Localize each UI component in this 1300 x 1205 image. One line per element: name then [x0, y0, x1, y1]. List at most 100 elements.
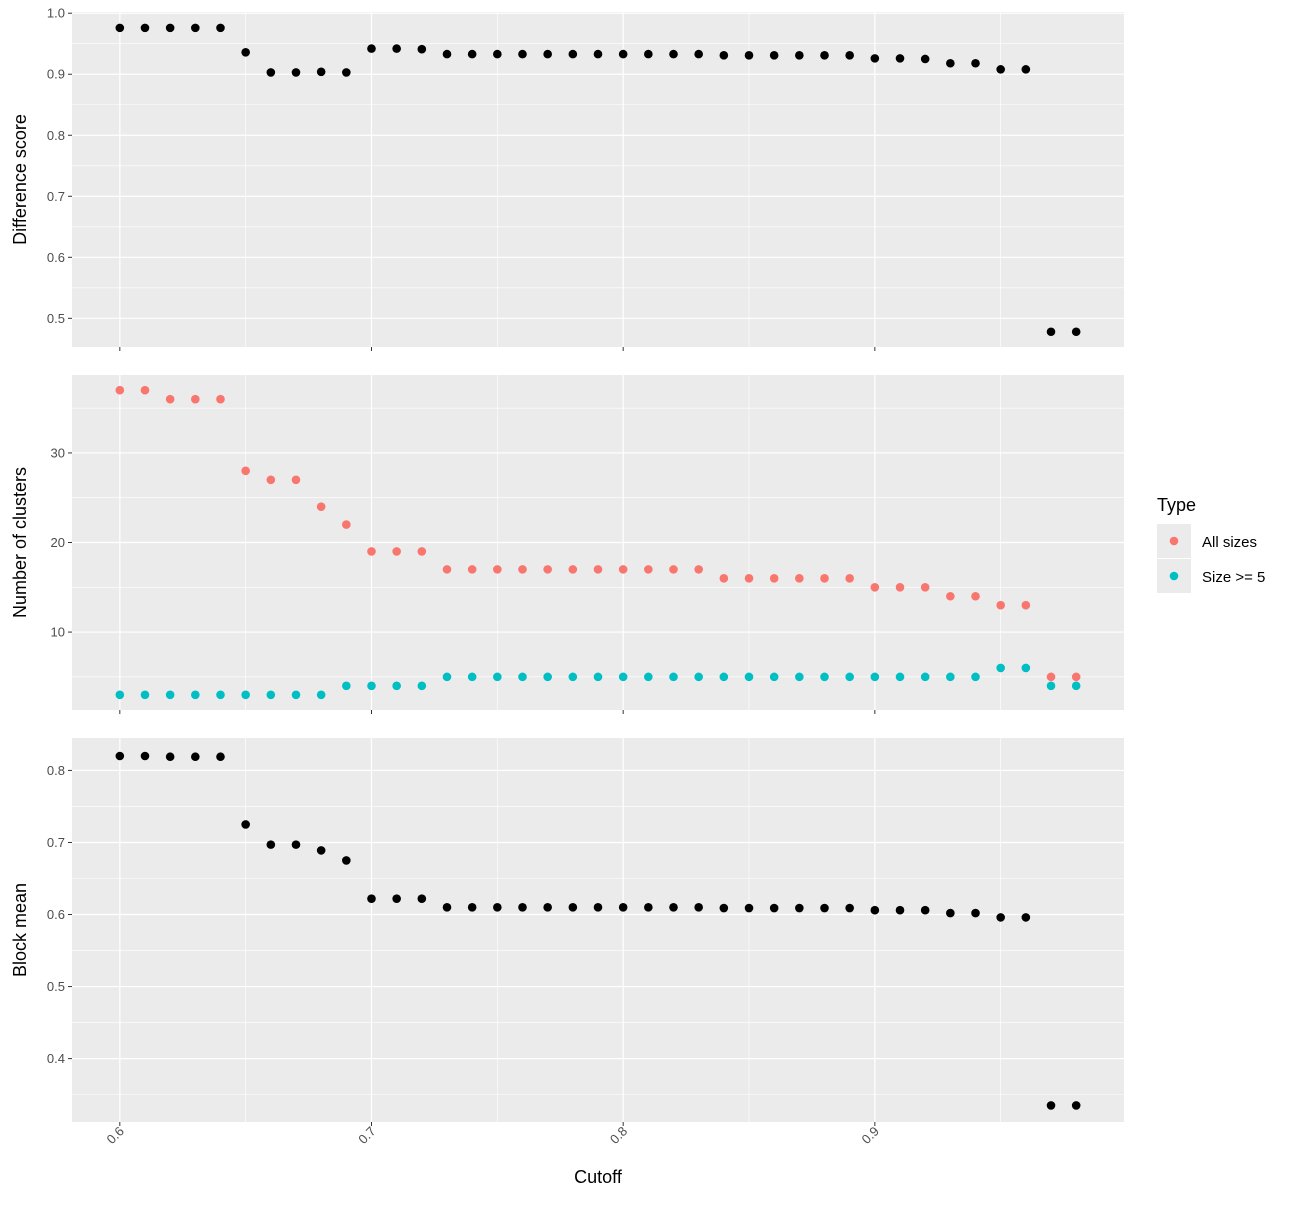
- data-point: [1046, 672, 1056, 682]
- data-point: [820, 672, 829, 682]
- data-point: [895, 672, 905, 682]
- data-point: [467, 565, 477, 574]
- data-point: [266, 475, 276, 485]
- data-point: [1021, 663, 1031, 673]
- data-point: [694, 565, 703, 574]
- legend-key-point: [1169, 536, 1179, 546]
- data-point: [1071, 1101, 1081, 1110]
- y-axis-title: Number of clusters: [10, 467, 30, 618]
- y-axis-title: Block mean: [10, 883, 30, 977]
- data-point: [1071, 681, 1081, 691]
- data-point: [165, 690, 175, 700]
- data-point: [467, 672, 477, 682]
- data-point: [946, 591, 955, 601]
- data-point: [417, 44, 427, 54]
- data-point: [618, 903, 628, 912]
- data-point: [392, 547, 401, 556]
- data-point: [669, 903, 678, 912]
- data-point: [191, 752, 200, 762]
- data-point: [266, 690, 276, 700]
- data-point: [946, 58, 955, 68]
- data-point: [316, 67, 326, 77]
- data-point: [266, 68, 276, 77]
- data-point: [291, 475, 301, 485]
- data-point: [719, 574, 729, 583]
- data-point: [644, 49, 653, 59]
- x-tick-label: 0.6: [104, 1124, 127, 1147]
- data-point: [493, 49, 502, 59]
- x-axis-title: Cutoff: [574, 1167, 623, 1187]
- data-point: [392, 894, 401, 903]
- data-point: [216, 394, 225, 404]
- y-tick-label: 0.7: [47, 835, 65, 850]
- data-point: [769, 672, 779, 682]
- data-point: [140, 751, 150, 761]
- data-point: [593, 49, 603, 59]
- data-point: [845, 672, 854, 682]
- data-point: [769, 903, 779, 913]
- data-point: [694, 672, 703, 682]
- data-point: [518, 49, 527, 59]
- data-point: [971, 58, 980, 68]
- data-point: [870, 54, 880, 63]
- y-tick-label: 0.6: [47, 907, 65, 922]
- data-point: [342, 856, 351, 865]
- data-point: [367, 44, 376, 53]
- data-point: [795, 574, 804, 583]
- data-point: [820, 574, 829, 583]
- data-point: [644, 903, 653, 912]
- data-point: [996, 913, 1005, 922]
- data-point: [895, 54, 905, 63]
- x-tick-label: 0.8: [607, 1124, 630, 1147]
- data-point: [568, 49, 578, 59]
- data-point: [493, 565, 502, 574]
- data-point: [367, 681, 376, 691]
- data-point: [543, 672, 552, 682]
- data-point: [518, 903, 527, 912]
- data-point: [744, 574, 754, 583]
- data-point: [719, 672, 729, 682]
- data-point: [216, 752, 225, 762]
- data-point: [845, 903, 854, 913]
- y-tick-label: 0.7: [47, 189, 65, 204]
- data-point: [644, 672, 653, 682]
- data-point: [795, 51, 804, 60]
- data-point: [1046, 1101, 1056, 1110]
- data-point: [795, 672, 804, 682]
- legend-key-point: [1169, 571, 1179, 581]
- data-point: [115, 385, 125, 395]
- data-point: [291, 68, 301, 77]
- data-point: [316, 690, 326, 700]
- data-point: [920, 582, 930, 592]
- data-point: [115, 23, 125, 33]
- data-point: [644, 565, 653, 574]
- data-point: [518, 565, 527, 574]
- data-point: [895, 905, 905, 915]
- data-point: [442, 565, 452, 574]
- y-tick-label: 20: [51, 535, 65, 550]
- data-point: [694, 49, 703, 59]
- data-point: [1021, 600, 1031, 610]
- data-point: [870, 672, 880, 682]
- data-point: [316, 846, 326, 855]
- y-tick-label: 0.4: [47, 1051, 65, 1066]
- legend-label: Size >= 5: [1202, 569, 1265, 586]
- data-point: [769, 574, 779, 583]
- data-point: [543, 565, 552, 574]
- data-point: [568, 672, 578, 682]
- data-point: [996, 600, 1005, 610]
- data-point: [241, 690, 250, 700]
- data-point: [870, 905, 880, 915]
- data-point: [1021, 913, 1031, 922]
- data-point: [115, 690, 125, 700]
- data-point: [392, 681, 401, 691]
- data-point: [795, 903, 804, 913]
- data-point: [946, 672, 955, 682]
- data-point: [568, 903, 578, 912]
- data-point: [241, 47, 250, 57]
- panel-background: [72, 738, 1124, 1122]
- y-tick-label: 0.6: [47, 250, 65, 265]
- data-point: [140, 690, 150, 700]
